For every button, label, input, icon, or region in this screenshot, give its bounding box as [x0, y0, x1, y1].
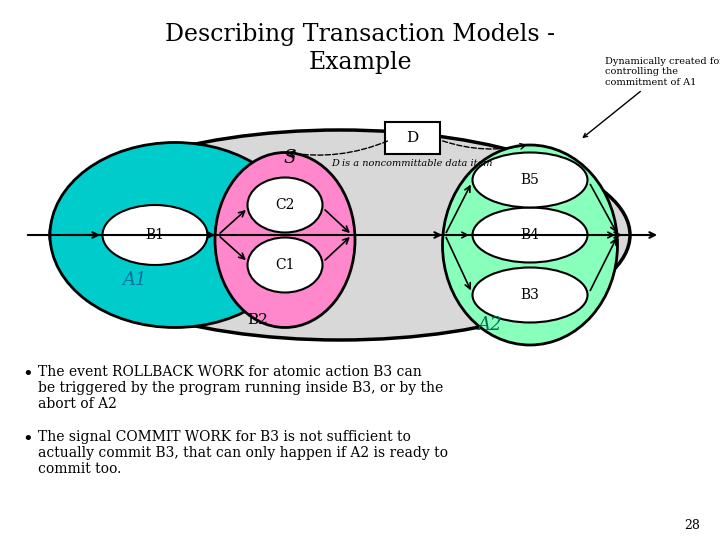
- Text: A2: A2: [478, 316, 503, 334]
- Text: B4: B4: [521, 228, 539, 242]
- Bar: [385, 122, 440, 154]
- Text: B1: B1: [145, 228, 164, 242]
- Text: •: •: [22, 430, 32, 448]
- Ellipse shape: [472, 267, 588, 322]
- Text: The event ROLLBACK WORK for atomic action B3 can
be triggered by the program run: The event ROLLBACK WORK for atomic actio…: [38, 365, 444, 411]
- Ellipse shape: [50, 130, 630, 340]
- Text: Dynamically created for
controlling the
commitment of A1: Dynamically created for controlling the …: [583, 57, 720, 137]
- Ellipse shape: [472, 152, 588, 207]
- Text: B2: B2: [248, 313, 269, 327]
- Ellipse shape: [50, 143, 300, 327]
- Text: Describing Transaction Models -: Describing Transaction Models -: [165, 24, 555, 46]
- Text: S: S: [284, 149, 296, 167]
- Text: B5: B5: [521, 173, 539, 187]
- Text: D is a noncommittable data item: D is a noncommittable data item: [331, 159, 492, 168]
- Ellipse shape: [472, 207, 588, 262]
- Text: The signal COMMIT WORK for B3 is not sufficient to
actually commit B3, that can : The signal COMMIT WORK for B3 is not suf…: [38, 430, 448, 476]
- Text: •: •: [22, 365, 32, 383]
- Ellipse shape: [443, 145, 618, 345]
- Ellipse shape: [248, 178, 323, 233]
- Text: Example: Example: [308, 51, 412, 73]
- Text: 28: 28: [684, 519, 700, 532]
- Text: C1: C1: [275, 258, 294, 272]
- Ellipse shape: [215, 152, 355, 327]
- Text: D: D: [406, 131, 418, 145]
- Text: C2: C2: [275, 198, 294, 212]
- Ellipse shape: [248, 238, 323, 293]
- Text: A1: A1: [122, 271, 148, 289]
- Text: B3: B3: [521, 288, 539, 302]
- Ellipse shape: [102, 205, 207, 265]
